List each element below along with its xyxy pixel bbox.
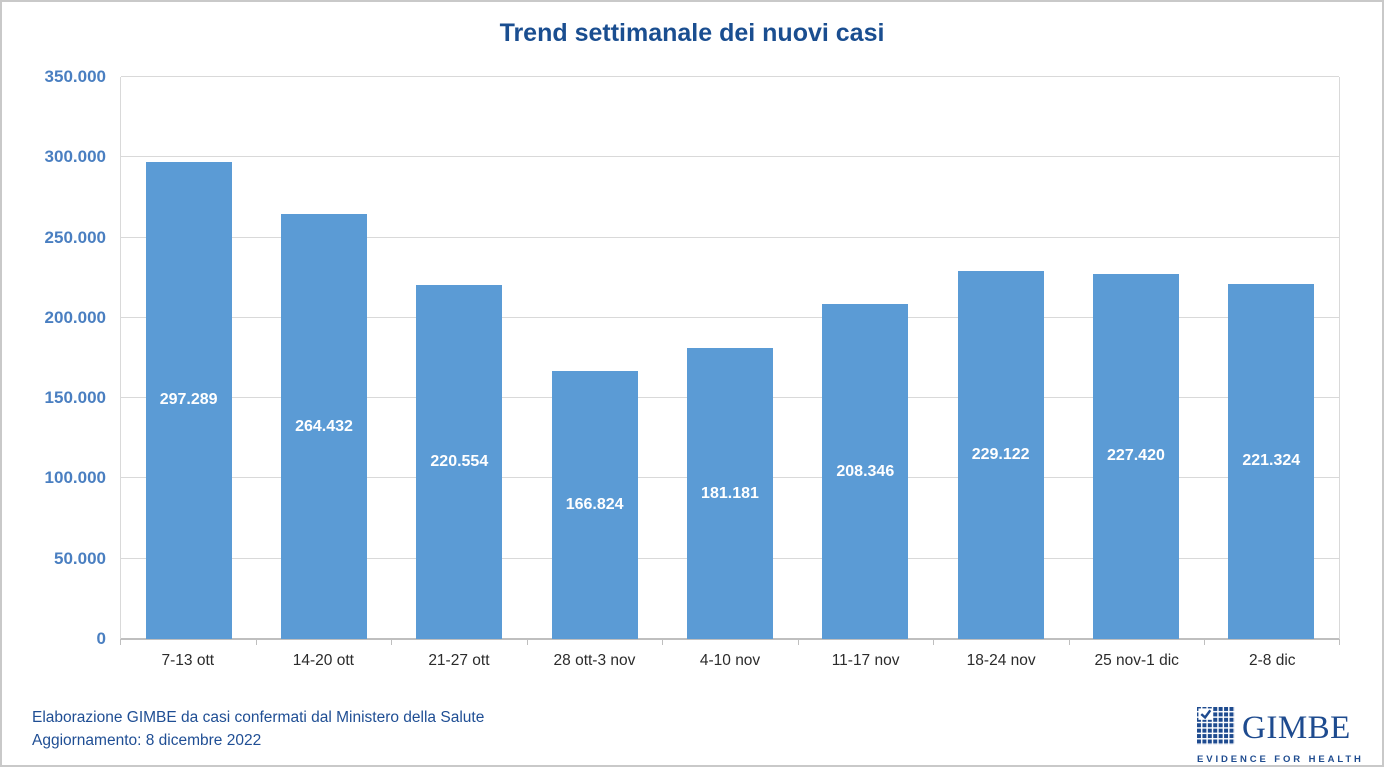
gridline xyxy=(121,316,1339,318)
bar-value-label: 208.346 xyxy=(836,462,895,480)
y-tick-label: 300.000 xyxy=(44,147,106,167)
x-tick-label: 4-10 nov xyxy=(699,652,761,669)
source-line: Elaborazione GIMBE da casi confermati da… xyxy=(32,709,485,726)
bar-value-label: 297.289 xyxy=(159,391,218,409)
bar-slot: 220.554 xyxy=(392,77,527,639)
bar: 166.824 xyxy=(551,371,638,639)
y-tick-label: 200.000 xyxy=(44,307,106,327)
chart-title: Trend settimanale dei nuovi casi xyxy=(499,19,885,47)
bar-slot: 264.432 xyxy=(256,77,391,639)
bar: 208.346 xyxy=(822,304,909,639)
axis-tick xyxy=(662,639,664,645)
bar-value-label: 227.420 xyxy=(1107,447,1165,465)
gimbe-logo-text: GIMBE xyxy=(1242,710,1351,746)
y-tick-label: 250.000 xyxy=(44,227,106,247)
axis-tick xyxy=(1068,639,1070,645)
bar-value-label: 220.554 xyxy=(430,452,489,470)
y-tick-label: 350.000 xyxy=(44,67,106,86)
gimbe-tagline: EVIDENCE FOR HEALTH xyxy=(1197,754,1364,765)
bar-slot: 229.122 xyxy=(933,77,1068,639)
x-tick-label: 18-24 nov xyxy=(966,652,1036,669)
bar: 229.122 xyxy=(957,271,1044,639)
bar: 221.324 xyxy=(1228,283,1315,639)
y-axis-labels: 0 50.000 100.000 150.000 200.000 250.000 300.0… xyxy=(2,67,106,648)
bar-value-label: 221.324 xyxy=(1242,452,1301,470)
source-note: Elaborazione GIMBE da casi confermati da… xyxy=(32,706,484,752)
x-tick-label: 25 nov-1 dic xyxy=(1094,652,1179,669)
axis-tick xyxy=(1339,639,1340,645)
bar-slot: 181.181 xyxy=(662,77,797,639)
axis-tick xyxy=(391,639,393,645)
bar: 264.432 xyxy=(280,214,367,639)
bar-slot: 166.824 xyxy=(527,77,662,639)
bar-value-label: 264.432 xyxy=(295,417,353,435)
gridline xyxy=(121,236,1339,238)
y-tick-label: 0 xyxy=(96,629,106,648)
gridline xyxy=(121,76,1339,77)
x-tick-label: 28 ott-3 nov xyxy=(553,652,636,669)
gimbe-logo: GIMBE EVIDENCE FOR HEALTH xyxy=(1197,707,1364,765)
gimbe-grid-icon xyxy=(1197,707,1235,750)
bar: 181.181 xyxy=(686,348,773,639)
x-tick-label: 2-8 dic xyxy=(1249,652,1296,669)
bar-slot: 297.289 xyxy=(121,77,256,639)
bar: 297.289 xyxy=(145,161,232,639)
axis-tick xyxy=(797,639,799,645)
bar-slot: 221.324 xyxy=(1204,77,1339,639)
bar-value-label: 166.824 xyxy=(565,496,624,514)
y-tick-label: 100.000 xyxy=(44,468,106,488)
update-line: Aggiornamento: 8 dicembre 2022 xyxy=(32,732,262,749)
gridline xyxy=(121,156,1339,158)
x-tick-label: 7-13 ott xyxy=(161,652,215,669)
gridline xyxy=(121,638,1339,640)
axis-tick xyxy=(120,639,121,645)
bar-slot: 208.346 xyxy=(798,77,933,639)
y-tick-label: 150.000 xyxy=(44,388,106,408)
axis-tick xyxy=(526,639,528,645)
x-tick-label: 21-27 ott xyxy=(428,652,490,669)
x-axis-labels: 7-13 ott 14-20 ott 21-27 ott 28 ott-3 nov 4-… xyxy=(120,652,1340,670)
axis-tick xyxy=(1204,639,1206,645)
x-tick-label: 14-20 ott xyxy=(292,652,354,669)
x-axis-ticks xyxy=(120,639,1340,645)
bar-value-label: 181.181 xyxy=(701,484,759,502)
bars: 297.289 264.432 220.554 166.824 181.181 208.3… xyxy=(121,77,1339,639)
axis-tick xyxy=(255,639,257,645)
bar-slot: 227.420 xyxy=(1068,77,1203,639)
y-tick-label: 50.000 xyxy=(54,548,106,568)
bar: 220.554 xyxy=(416,284,503,639)
bar-value-label: 229.122 xyxy=(971,446,1030,464)
bar: 227.420 xyxy=(1092,273,1179,639)
x-tick-label: 11-17 nov xyxy=(831,652,900,669)
plot-area: 297.289 264.432 220.554 166.824 181.181 208.3… xyxy=(120,76,1340,640)
axis-tick xyxy=(933,639,935,645)
